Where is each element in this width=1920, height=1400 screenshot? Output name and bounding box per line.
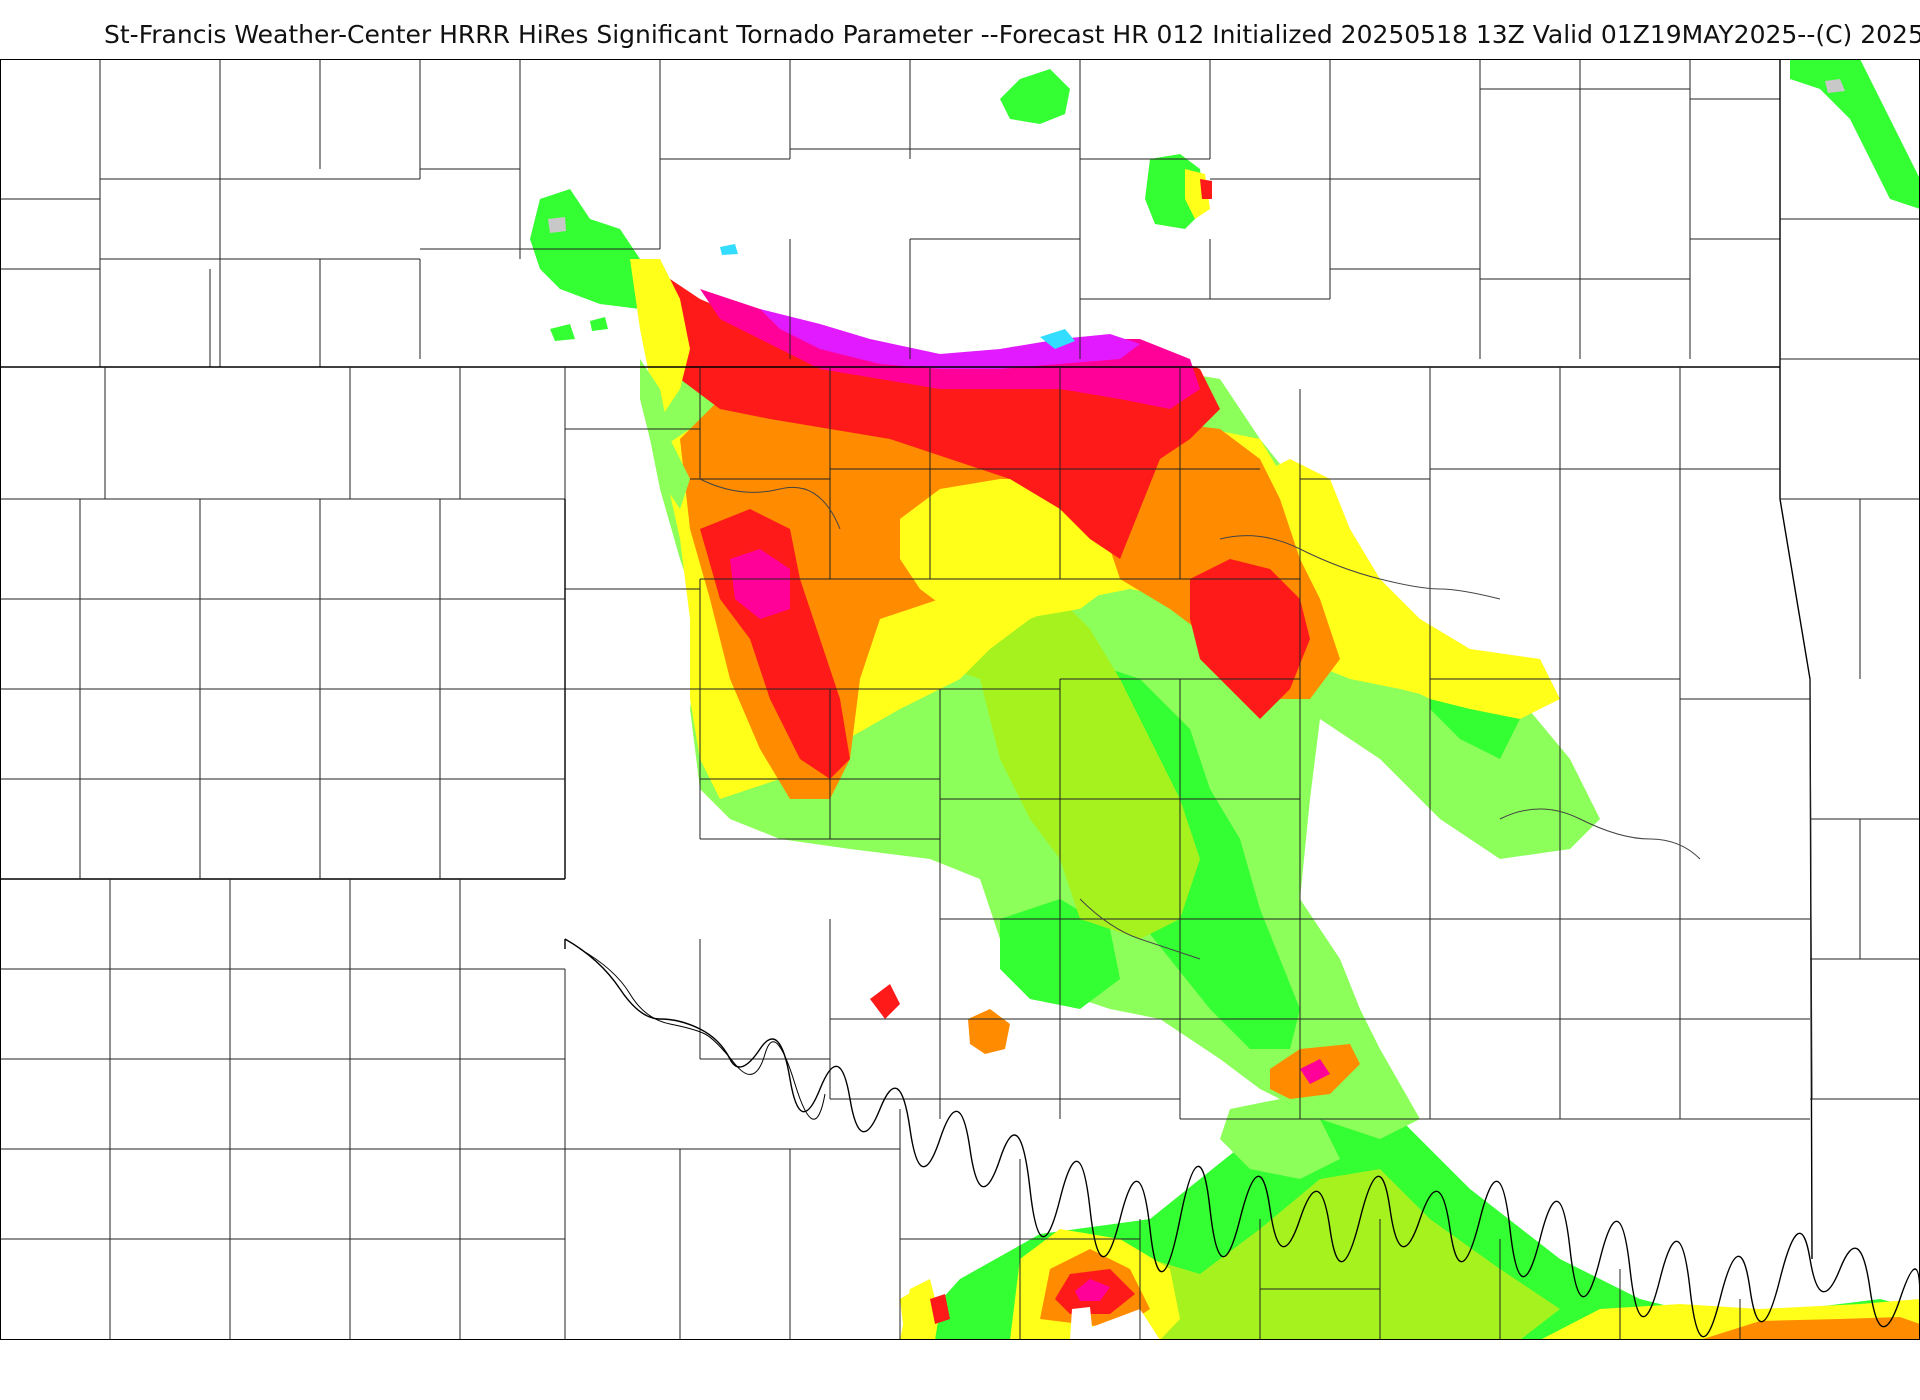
- shade-grey-ne-corner: [1825, 79, 1845, 93]
- shade-magenta-west: [730, 549, 790, 619]
- stp-shading: [530, 59, 1920, 1340]
- shade-yellow-nw-edge: [630, 259, 690, 419]
- shade-violet-north: [760, 309, 1140, 369]
- shade-green-n-blob: [1000, 69, 1070, 124]
- county-lines: [0, 59, 1920, 1340]
- shade-yellow-ne: [1250, 459, 1560, 719]
- shade-magenta-north: [700, 289, 1200, 409]
- shade-red-sw-edge: [930, 1294, 950, 1324]
- shade-blank-south: [1070, 1307, 1160, 1340]
- map-title: St-Francis Weather-Center HRRR HiRes Sig…: [104, 20, 1920, 49]
- shade-magenta-south-spot: [1075, 1279, 1110, 1301]
- shade-orange-plume: [680, 399, 1340, 799]
- map-canvas: [0, 59, 1920, 1340]
- shade-magenta-tx: [1300, 1059, 1330, 1084]
- shade-cyan-north-2: [720, 244, 738, 255]
- shade-cyan-north: [1040, 329, 1075, 349]
- shade-grey-nw: [548, 217, 566, 233]
- shade-red-n-blob-2: [1200, 179, 1212, 199]
- shade-orange-southeast: [1700, 1317, 1920, 1340]
- shade-ltgreen-south: [1060, 1169, 1560, 1340]
- shade-green-ne-corner: [1790, 59, 1920, 209]
- shade-ltgreen-west-edge: [640, 359, 690, 509]
- shade-yellow-sw-edge: [900, 1284, 940, 1340]
- forecast-map: [0, 59, 1920, 1340]
- shade-green-nw-dots: [550, 317, 608, 341]
- shade-orange-ok-spot: [968, 1009, 1010, 1054]
- shade-red-sw-spot: [870, 984, 900, 1019]
